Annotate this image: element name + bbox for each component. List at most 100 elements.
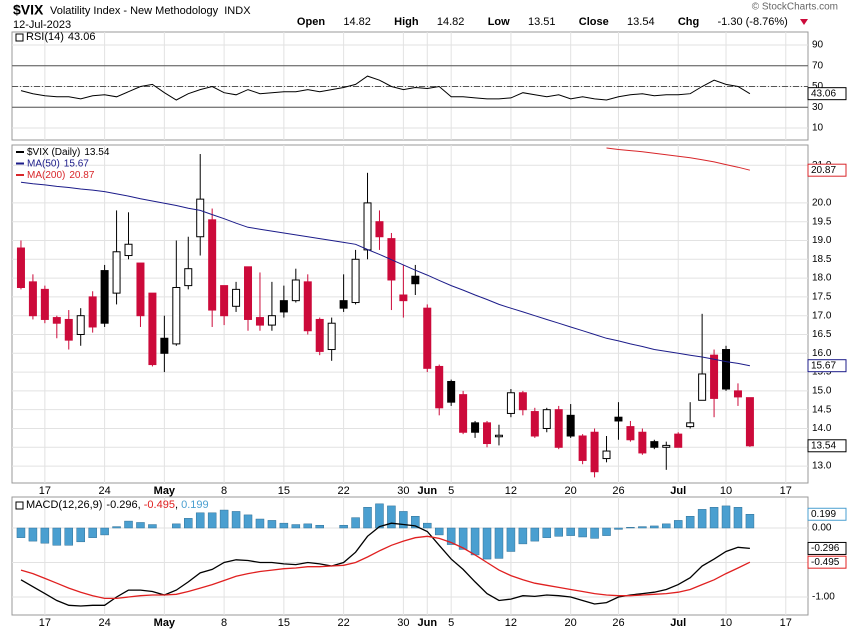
histogram-bar xyxy=(638,526,647,529)
legend-name: MA(200) xyxy=(27,170,65,181)
histogram-bar xyxy=(423,522,432,529)
y-tick-label: 13.0 xyxy=(812,461,832,472)
close: 13.54 xyxy=(627,16,655,28)
candle-body xyxy=(733,390,742,398)
legend: MA(50) 15.67 xyxy=(27,158,89,169)
histogram-bar xyxy=(697,509,707,529)
candle-body xyxy=(327,322,336,351)
moving-average xyxy=(606,147,751,171)
histogram-bar xyxy=(387,505,396,529)
candle-body xyxy=(136,262,145,317)
legend-value: 0.199 xyxy=(181,499,209,511)
value-tag xyxy=(807,163,847,177)
x-tick-label: Jul xyxy=(670,617,686,629)
panel: 13.013.514.014.515.015.516.016.517.017.5… xyxy=(11,144,832,484)
candle-body xyxy=(722,349,731,390)
y-tick-label: 90 xyxy=(812,40,824,51)
histogram-bar xyxy=(243,514,253,529)
value-tag xyxy=(807,359,847,373)
histogram-bar xyxy=(506,527,516,552)
histogram-bar xyxy=(721,505,731,529)
y-tick-label: 14.5 xyxy=(812,404,832,415)
candle-body xyxy=(208,219,217,311)
candle-body xyxy=(112,251,121,294)
candle-body xyxy=(638,431,647,454)
candle-body xyxy=(578,435,587,461)
candle-body xyxy=(471,422,480,433)
legend-value: 15.67 xyxy=(64,158,89,169)
histogram-bar xyxy=(136,522,145,529)
candle-body xyxy=(220,285,229,317)
histogram-bar xyxy=(16,527,26,538)
legend-value: -0.495 xyxy=(144,499,175,511)
histogram-bar xyxy=(662,523,671,529)
date: 12-Jul-2023 xyxy=(13,19,71,31)
candle-body xyxy=(124,243,133,257)
value-tag xyxy=(807,507,847,521)
histogram-bar xyxy=(207,512,217,529)
candle-body xyxy=(279,300,288,313)
x-tick-label: Jul xyxy=(670,485,686,497)
candle-body xyxy=(148,292,157,366)
candle-body xyxy=(542,409,551,429)
legend-value: -0.296 xyxy=(106,499,137,511)
value-tag-label: 13.54 xyxy=(811,440,836,451)
value-tag-label: 43.06 xyxy=(811,88,836,99)
x-tick-label: 22 xyxy=(337,617,349,629)
histogram-bar xyxy=(566,527,575,536)
histogram-bar xyxy=(578,527,587,538)
candle-body xyxy=(375,221,384,238)
candle-body xyxy=(459,394,468,433)
histogram-bar xyxy=(315,524,324,529)
histogram-bar xyxy=(375,503,384,529)
candle-body xyxy=(662,444,671,448)
histogram-bar xyxy=(482,527,492,560)
histogram-bar xyxy=(590,527,599,539)
histogram-bar xyxy=(458,527,468,550)
x-tick-label: 8 xyxy=(221,485,227,497)
y-tick-label: 70 xyxy=(812,60,824,71)
legend-swatch xyxy=(15,33,24,42)
x-tick-label: 26 xyxy=(612,617,624,629)
candle-body xyxy=(28,281,37,317)
candle-body xyxy=(160,337,169,354)
histogram-bar xyxy=(446,527,456,545)
y-tick-label: 14.0 xyxy=(812,423,832,434)
x-tick-label: 17 xyxy=(39,485,51,497)
macd-line xyxy=(20,535,751,600)
x-tick-label: 17 xyxy=(780,485,792,497)
y-tick-label: 17.5 xyxy=(812,292,832,303)
histogram-bar xyxy=(542,527,552,538)
legend-name: $VIX (Daily) xyxy=(27,147,80,158)
legend-name: RSI(14) xyxy=(26,31,64,43)
copyright: © StockCharts.com xyxy=(752,2,838,13)
candle-body xyxy=(411,275,420,285)
high-label: High xyxy=(394,16,419,28)
chg-label: Chg xyxy=(678,16,699,28)
legend-separator: , xyxy=(175,499,181,511)
histogram-bar xyxy=(112,526,121,529)
legend: RSI(14) 43.06 xyxy=(26,31,95,43)
legend-swatch xyxy=(15,501,24,510)
candle-body xyxy=(184,268,193,287)
candle-body xyxy=(244,266,253,320)
histogram-bar xyxy=(339,524,348,529)
legend-value: 20.87 xyxy=(69,170,94,181)
y-tick-label: 18.5 xyxy=(812,254,832,265)
histogram-bar xyxy=(76,527,85,543)
histogram-bar xyxy=(554,527,563,537)
y-tick-label: 0.00 xyxy=(812,523,832,534)
down-arrow xyxy=(800,19,808,25)
histogram-bar xyxy=(626,527,635,529)
histogram-bar xyxy=(219,509,229,529)
histogram-bar xyxy=(673,520,683,529)
x-tick-label: 20 xyxy=(565,617,577,629)
histogram-bar xyxy=(291,524,301,529)
x-tick-label: 20 xyxy=(565,485,577,497)
y-tick-label: 10 xyxy=(812,123,824,134)
x-tick-label: 24 xyxy=(98,617,110,629)
candle-body xyxy=(40,288,49,320)
candle-body xyxy=(590,431,599,473)
histogram-bar xyxy=(363,507,372,529)
candle-body xyxy=(64,318,73,341)
